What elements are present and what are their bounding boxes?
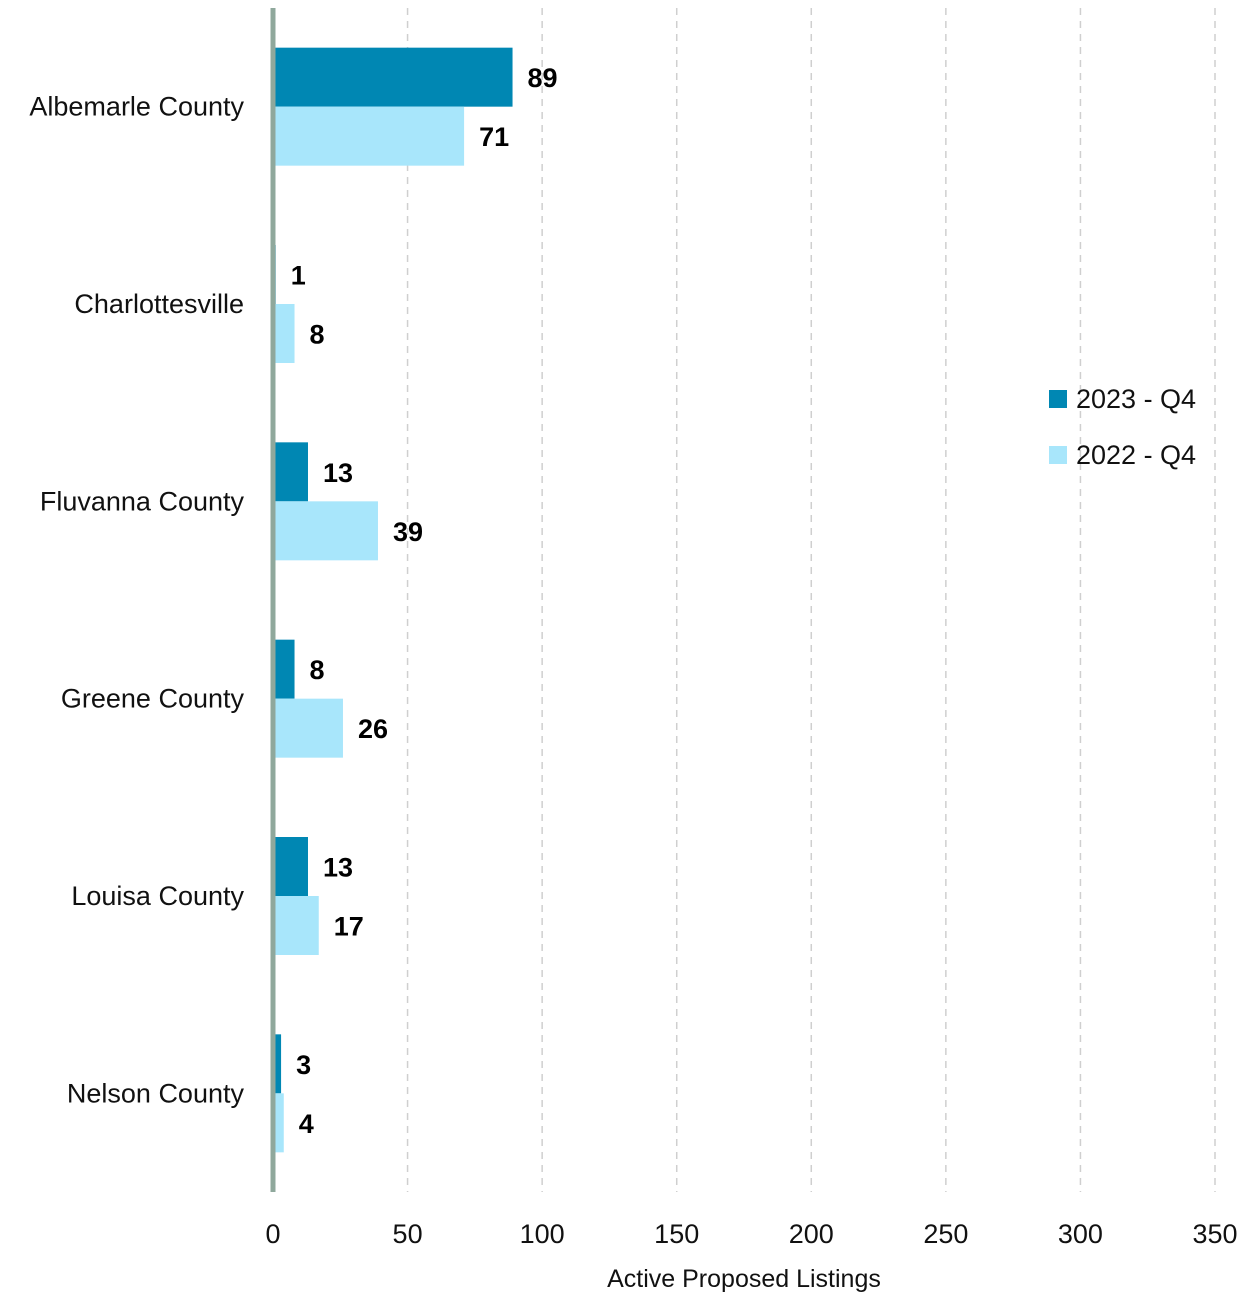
x-tick-label-0: 0 bbox=[265, 1219, 280, 1249]
x-tick-label-350: 350 bbox=[1192, 1219, 1237, 1249]
x-tick-labels: 0 50 100 150 200 250 300 350 bbox=[265, 1219, 1237, 1249]
bar-2022-q4-fluvanna-county bbox=[273, 501, 378, 561]
bar-2023-q4-louisa-county bbox=[273, 837, 308, 896]
category-label-greene-county: Greene County bbox=[61, 684, 245, 714]
data-label-2022-q4-nelson-county: 4 bbox=[299, 1109, 314, 1139]
legend-label-2022-q4: 2022 - Q4 bbox=[1076, 440, 1196, 470]
x-tick-label-200: 200 bbox=[789, 1219, 834, 1249]
data-label-2022-q4-fluvanna-county: 39 bbox=[393, 517, 423, 547]
bar-2023-q4-albemarle-county bbox=[273, 47, 513, 107]
data-label-2023-q4-louisa-county: 13 bbox=[323, 853, 353, 883]
data-label-2022-q4-albemarle-county: 71 bbox=[479, 122, 509, 152]
category-label-charlottesville: Charlottesville bbox=[74, 289, 244, 319]
x-tick-label-300: 300 bbox=[1058, 1219, 1103, 1249]
x-tick-label-50: 50 bbox=[393, 1219, 423, 1249]
bar-2022-q4-greene-county bbox=[273, 698, 343, 758]
bars bbox=[273, 47, 513, 1153]
data-label-2023-q4-greene-county: 8 bbox=[310, 655, 325, 685]
legend-swatch-2023-q4 bbox=[1049, 390, 1067, 408]
category-label-albemarle-county: Albemarle County bbox=[29, 92, 244, 122]
gridlines bbox=[406, 8, 1216, 1192]
data-label-2023-q4-albemarle-county: 89 bbox=[528, 63, 558, 93]
data-label-2023-q4-nelson-county: 3 bbox=[296, 1050, 311, 1080]
bar-2023-q4-greene-county bbox=[273, 639, 295, 699]
x-tick-label-150: 150 bbox=[654, 1219, 699, 1249]
category-label-louisa-county: Louisa County bbox=[71, 881, 244, 911]
bar-2022-q4-charlottesville bbox=[273, 304, 295, 363]
bar-2022-q4-louisa-county bbox=[273, 896, 319, 955]
bar-2022-q4-nelson-county bbox=[273, 1093, 284, 1153]
legend: 2023 - Q4 2022 - Q4 bbox=[1049, 384, 1196, 470]
category-label-fluvanna-county: Fluvanna County bbox=[40, 486, 245, 516]
legend-label-2023-q4: 2023 - Q4 bbox=[1076, 384, 1196, 414]
bar-2023-q4-nelson-county bbox=[273, 1034, 282, 1094]
bar-2023-q4-fluvanna-county bbox=[273, 442, 308, 502]
data-label-2023-q4-fluvanna-county: 13 bbox=[323, 458, 353, 488]
data-label-2022-q4-louisa-county: 17 bbox=[334, 912, 364, 942]
x-tick-label-100: 100 bbox=[520, 1219, 565, 1249]
data-label-2023-q4-charlottesville: 1 bbox=[291, 261, 306, 291]
bar-2022-q4-albemarle-county bbox=[273, 106, 465, 166]
category-labels: Albemarle County Charlottesville Fluvanna … bbox=[29, 92, 244, 1109]
category-label-nelson-county: Nelson County bbox=[67, 1078, 245, 1108]
legend-swatch-2022-q4 bbox=[1049, 446, 1067, 464]
x-axis-title: Active Proposed Listings bbox=[607, 1265, 881, 1293]
data-label-2022-q4-charlottesville: 8 bbox=[310, 320, 325, 350]
data-label-2022-q4-greene-county: 26 bbox=[358, 714, 388, 744]
x-tick-label-250: 250 bbox=[923, 1219, 968, 1249]
